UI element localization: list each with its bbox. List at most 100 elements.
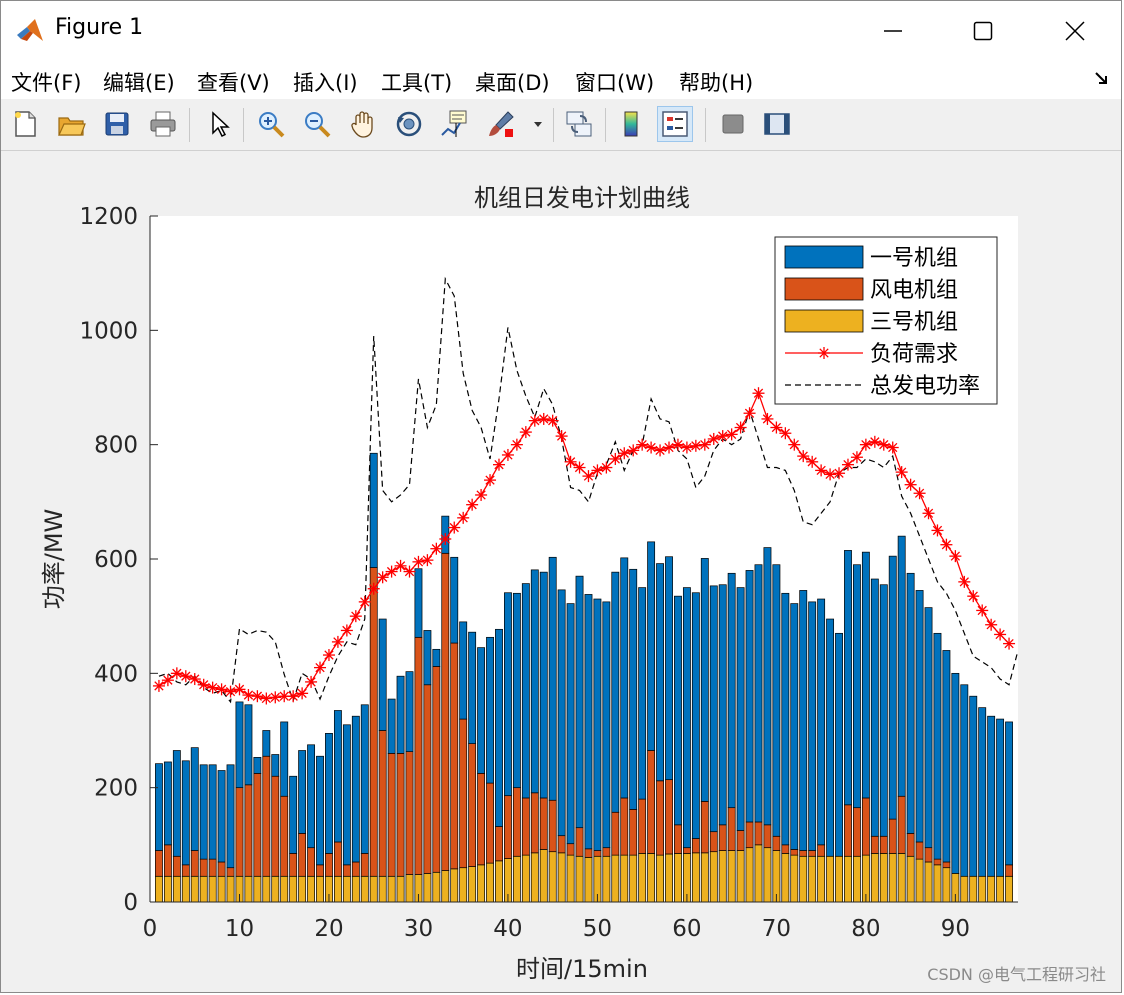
bar-1-17 <box>298 750 307 834</box>
load-marker-34 <box>448 521 461 534</box>
bar-1-75 <box>817 598 826 846</box>
print-button[interactable] <box>145 106 181 142</box>
bar-1-13 <box>262 730 271 757</box>
brush-button[interactable] <box>483 106 519 142</box>
legend-label: 一号机组 <box>870 246 958 271</box>
bar-2-25 <box>369 567 378 877</box>
load-marker-57 <box>654 444 667 457</box>
bar-1-20 <box>325 733 333 854</box>
zoom-out-button[interactable] <box>299 106 335 142</box>
bar-3-43 <box>530 852 539 903</box>
bar-3-45 <box>548 851 557 903</box>
load-marker-23 <box>349 610 362 623</box>
bar-3-38 <box>486 862 494 903</box>
load-marker-78 <box>841 458 854 471</box>
x-tick-label: 10 <box>225 916 254 942</box>
bar-1-27 <box>387 698 396 754</box>
menu-edit[interactable]: 编辑(E) <box>103 71 175 95</box>
y-tick-label: 1200 <box>79 204 138 230</box>
zoom-in-button[interactable] <box>253 106 289 142</box>
menu-view[interactable]: 查看(V) <box>197 71 270 95</box>
menu-file[interactable]: 文件(F) <box>11 71 82 95</box>
load-marker-43 <box>528 414 541 427</box>
load-marker-96 <box>1003 637 1016 650</box>
title-bar[interactable]: Figure 1 <box>1 1 1121 61</box>
legend-button[interactable] <box>657 106 693 142</box>
bar-3-67 <box>745 847 754 903</box>
load-marker-68 <box>752 387 765 400</box>
chevron-down-icon <box>534 122 542 127</box>
hide-plot-tools-button[interactable] <box>715 106 751 142</box>
rotate-3d-button[interactable] <box>391 106 427 142</box>
load-marker-80 <box>859 438 872 451</box>
minimize-button[interactable] <box>847 1 939 61</box>
bar-2-63 <box>709 831 718 853</box>
load-marker-52 <box>609 452 622 465</box>
bar-1-69 <box>763 547 772 826</box>
bar-2-47 <box>566 843 575 856</box>
load-marker-18 <box>305 675 318 688</box>
load-marker-9 <box>224 685 237 698</box>
load-marker-87 <box>922 507 935 520</box>
bar-3-59 <box>674 853 682 903</box>
bar-2-38 <box>486 782 494 864</box>
bar-3-68 <box>754 844 763 903</box>
bar-3-12 <box>253 875 262 903</box>
maximize-button[interactable] <box>937 1 1029 61</box>
bar-3-39 <box>495 860 503 903</box>
edit-plot-button[interactable] <box>201 106 237 142</box>
open-file-button[interactable] <box>53 106 89 142</box>
menu-window[interactable]: 窗口(W) <box>575 71 655 95</box>
load-marker-64 <box>716 430 729 443</box>
pan-button[interactable] <box>345 106 381 142</box>
show-plot-tools-button[interactable] <box>759 106 795 142</box>
bar-2-40 <box>504 795 512 859</box>
bar-3-34 <box>450 868 459 903</box>
link-plot-icon <box>566 111 592 137</box>
menu-desktop[interactable]: 桌面(D) <box>475 71 550 95</box>
bar-1-3 <box>172 750 181 857</box>
load-marker-55 <box>636 438 649 451</box>
bar-1-38 <box>486 636 494 784</box>
bar-2-55 <box>638 798 647 854</box>
load-marker-86 <box>913 487 926 500</box>
toolbar-separator <box>605 108 606 142</box>
bar-2-86 <box>915 841 924 860</box>
x-tick-label: 40 <box>493 916 522 942</box>
rotate-3d-icon <box>396 111 422 137</box>
link-plot-button[interactable] <box>561 106 597 142</box>
bar-2-56 <box>647 750 656 854</box>
brush-icon <box>489 111 514 137</box>
load-marker-29 <box>403 565 416 578</box>
y-tick-label: 400 <box>94 661 138 687</box>
bar-1-47 <box>566 603 575 845</box>
bar-3-95 <box>996 875 1005 903</box>
bar-3-66 <box>736 850 745 903</box>
colorbar-button[interactable] <box>613 106 649 142</box>
bar-1-45 <box>548 556 557 801</box>
menu-tools[interactable]: 工具(T) <box>381 71 453 95</box>
new-figure-button[interactable] <box>7 106 43 142</box>
bar-2-73 <box>799 850 808 857</box>
bar-1-40 <box>504 592 512 797</box>
bar-2-10 <box>235 787 244 877</box>
bar-2-20 <box>325 853 333 877</box>
data-cursor-button[interactable] <box>437 106 473 142</box>
menu-insert[interactable]: 插入(I) <box>293 71 358 95</box>
legend-label: 总发电功率 <box>870 374 980 399</box>
bar-3-11 <box>244 875 253 903</box>
legend-swatch-3 <box>784 309 864 333</box>
brush-dropdown[interactable] <box>527 106 549 142</box>
save-button[interactable] <box>99 106 135 142</box>
load-marker-7 <box>206 681 219 694</box>
dock-arrow-icon[interactable] <box>1093 69 1111 87</box>
bar-1-80 <box>861 551 870 799</box>
bar-2-42 <box>521 797 530 856</box>
menu-help[interactable]: 帮助(H) <box>679 71 754 95</box>
bar-1-41 <box>512 592 521 789</box>
load-marker-70 <box>770 421 783 434</box>
close-button[interactable] <box>1029 1 1121 61</box>
bar-1-2 <box>163 761 172 846</box>
bar-2-18 <box>307 847 316 877</box>
